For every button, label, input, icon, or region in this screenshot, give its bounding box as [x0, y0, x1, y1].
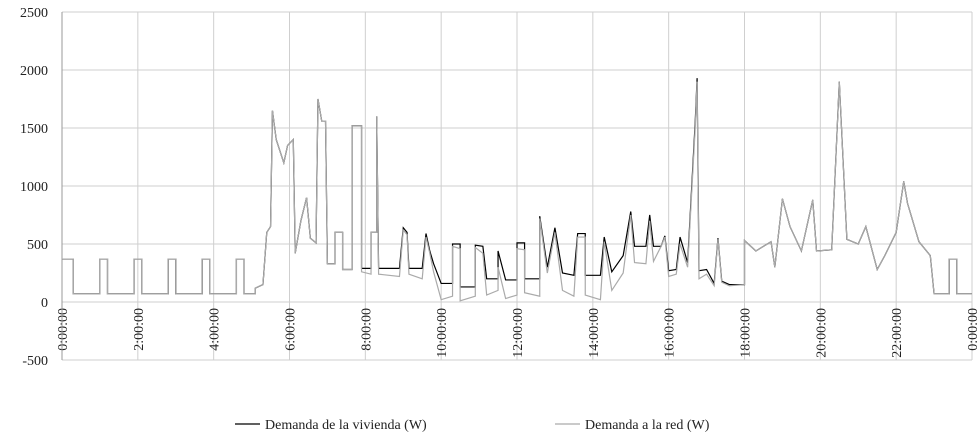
x-tick-label: 0:00:00 — [966, 308, 980, 351]
x-tick-label: 4:00:00 — [208, 308, 223, 351]
x-tick-label: 14:00:00 — [587, 308, 602, 358]
y-tick-label: 2000 — [20, 64, 48, 79]
y-tick-label: 2500 — [20, 6, 48, 21]
x-tick-label: 0:00:00 — [56, 308, 71, 351]
x-tick-label: 10:00:00 — [435, 308, 450, 358]
x-tick-label: 20:00:00 — [814, 308, 829, 358]
x-tick-label: 18:00:00 — [739, 308, 754, 358]
x-tick-label: 6:00:00 — [284, 308, 299, 351]
y-tick-label: 1000 — [20, 180, 48, 195]
x-tick-label: 12:00:00 — [511, 308, 526, 358]
legend-label: Demanda de la vivienda (W) — [265, 418, 427, 433]
y-tick-label: 0 — [41, 296, 48, 311]
x-tick-label: 8:00:00 — [359, 308, 374, 351]
x-tick-label: 16:00:00 — [663, 308, 678, 358]
legend-label: Demanda a la red (W) — [585, 418, 710, 433]
y-tick-label: 500 — [27, 238, 48, 253]
x-tick-label: 2:00:00 — [132, 308, 147, 351]
x-tick-label: 22:00:00 — [890, 308, 905, 358]
y-tick-label: -500 — [22, 354, 48, 369]
y-tick-label: 1500 — [20, 122, 48, 137]
series-line — [62, 81, 972, 302]
